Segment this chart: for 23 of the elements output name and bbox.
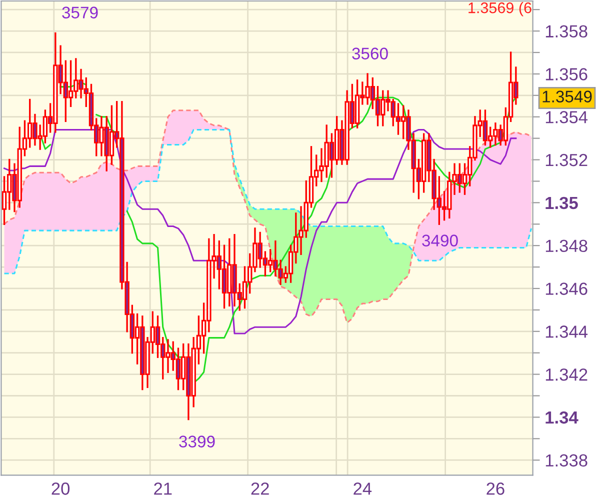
x-tick-label: 26 [486, 482, 504, 495]
annotation: 3560 [352, 48, 388, 60]
y-tick-label: 1.35 [546, 196, 578, 210]
y-tick-label: 1.356 [546, 68, 588, 80]
y-tick-label: 1.354 [546, 111, 588, 124]
y-tick-label: 1.348 [546, 240, 588, 252]
annotation: 1.3569 (6 [468, 2, 532, 16]
x-tick-label: 22 [251, 482, 269, 495]
y-tick-label: 1.358 [546, 25, 588, 38]
x-tick-label: 21 [154, 482, 172, 495]
annotation: 3399 [179, 436, 215, 448]
text: 1.3549 [542, 90, 592, 102]
annotation: 3579 [62, 6, 98, 18]
x-tick-label: 24 [354, 482, 372, 495]
y-tick-label: 1.346 [546, 282, 588, 295]
line-series [4, 128, 532, 274]
y-tick-label: 1.342 [546, 368, 588, 381]
y-tick-label: 1.352 [546, 154, 588, 166]
y-tick-label: 1.34 [546, 411, 578, 424]
y-tick-label: 1.344 [546, 326, 588, 338]
annotation: 3490 [422, 234, 458, 246]
x-tick-label: 20 [52, 482, 70, 495]
y-tick-label: 1.338 [546, 454, 588, 467]
